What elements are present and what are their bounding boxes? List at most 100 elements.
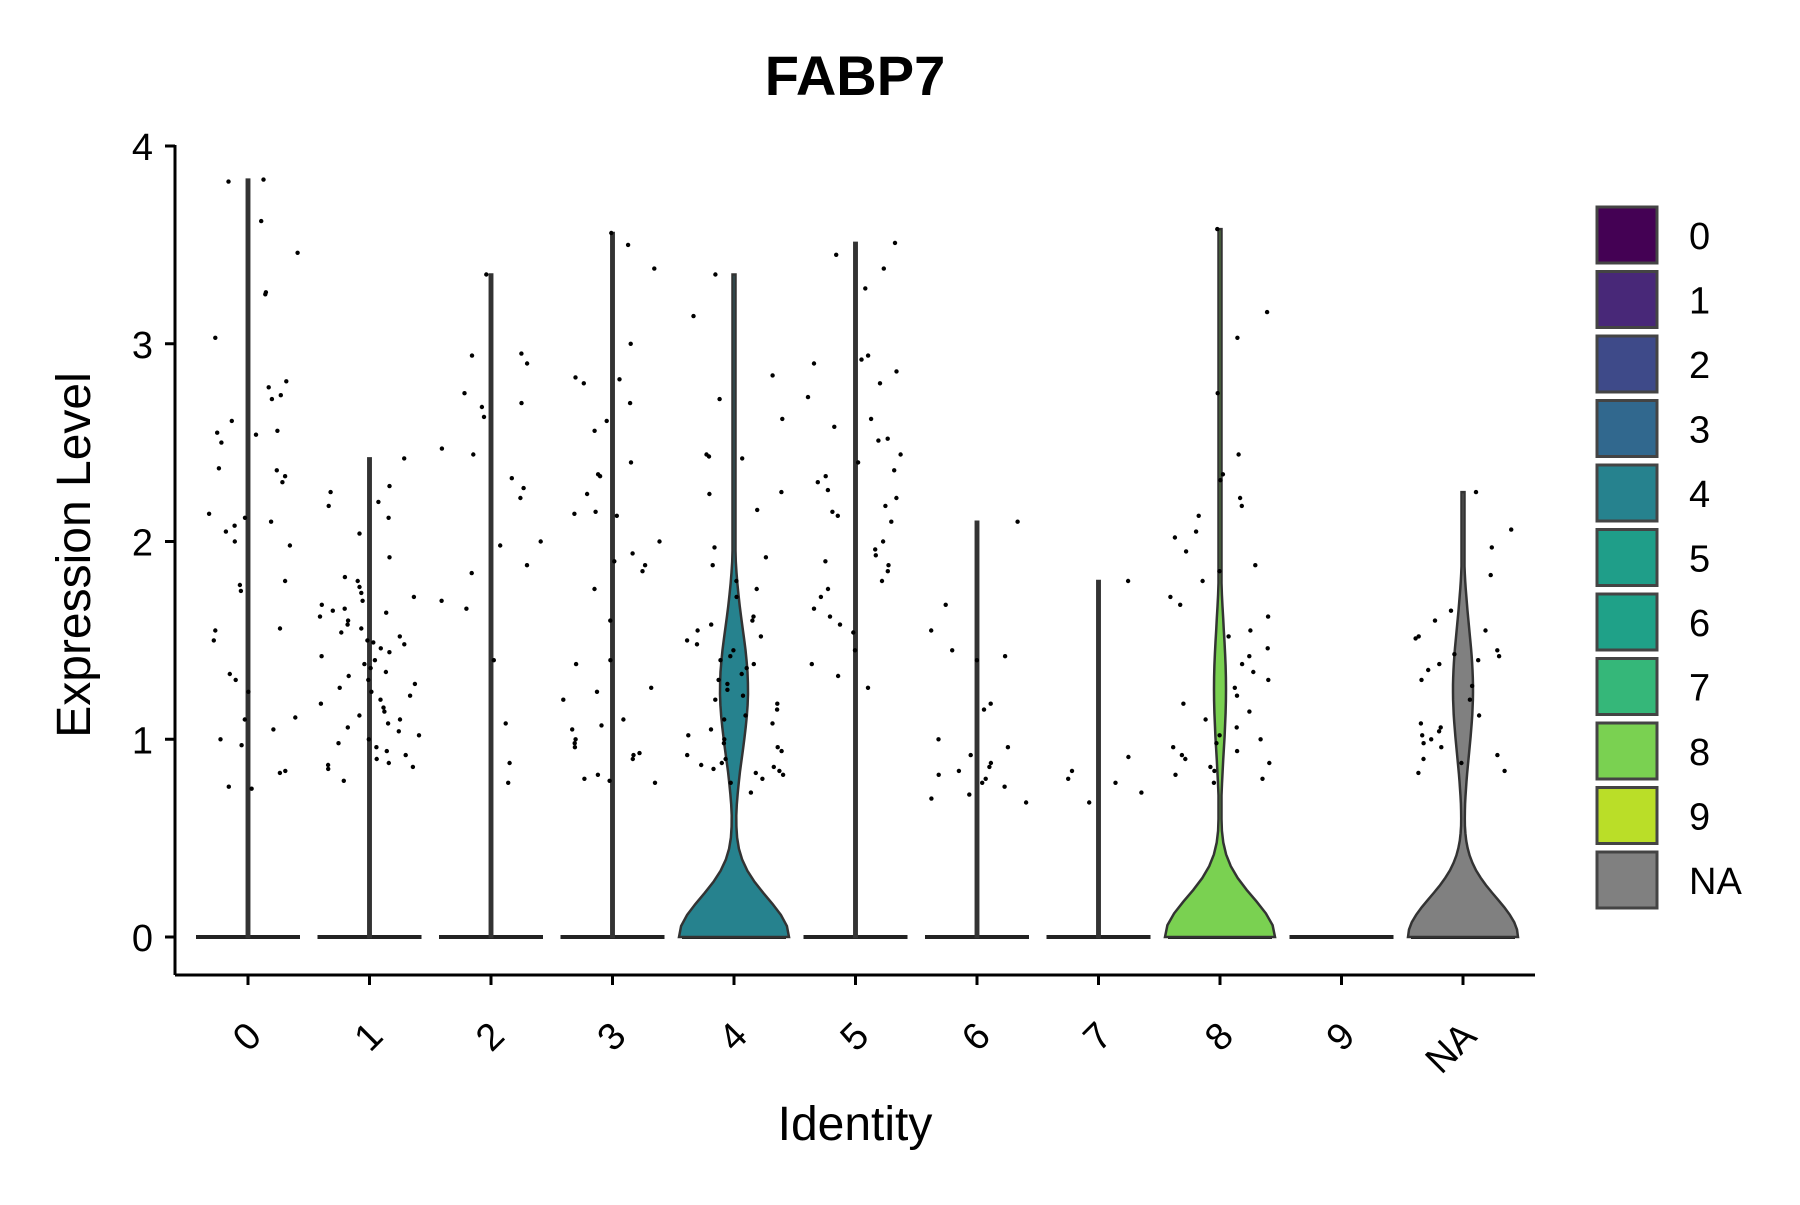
data-point [336, 741, 341, 746]
data-point [837, 622, 843, 627]
data-point [830, 509, 835, 514]
data-point [572, 745, 578, 750]
data-point [570, 727, 575, 732]
x-tick-label: 9 [1319, 1015, 1364, 1060]
data-point [751, 614, 756, 619]
data-point [763, 555, 769, 560]
legend-label-9: 9 [1689, 797, 1710, 839]
data-point [592, 428, 597, 433]
y-tick-label: 0 [132, 918, 153, 960]
data-point [775, 745, 780, 750]
data-point [366, 737, 371, 742]
data-point [1196, 513, 1201, 518]
data-point [811, 606, 817, 611]
data-point [640, 569, 645, 574]
data-point [381, 705, 386, 710]
data-point [1181, 701, 1186, 706]
data-point [1179, 752, 1185, 758]
data-point [780, 416, 785, 422]
data-point [1218, 478, 1223, 483]
data-point [1212, 768, 1217, 774]
y-tick-label: 4 [132, 127, 153, 169]
data-point [739, 671, 744, 677]
data-point [371, 640, 376, 645]
data-point [524, 361, 530, 366]
data-point [1171, 745, 1176, 750]
violin-group-4 [677, 272, 791, 939]
data-point [684, 638, 690, 643]
data-point [573, 737, 578, 742]
data-point [582, 776, 587, 781]
data-point [1420, 733, 1425, 738]
data-point [1002, 784, 1007, 789]
data-point [355, 578, 360, 584]
data-point [956, 768, 962, 774]
data-point [223, 529, 229, 534]
data-point [215, 430, 220, 435]
data-point [1438, 725, 1443, 730]
violin-shape [677, 273, 791, 939]
data-point [1066, 776, 1071, 781]
data-point [1488, 572, 1493, 578]
data-point [1173, 772, 1178, 777]
data-point [211, 638, 216, 643]
data-point [827, 614, 833, 619]
data-point [883, 503, 888, 509]
data-point [859, 357, 864, 362]
data-point [1220, 472, 1226, 477]
data-point [232, 523, 237, 528]
plot-area: 0 1 2 3 4 0 1 2 3 4 5 6 7 8 9 NA [132, 127, 1535, 1082]
data-point [694, 642, 700, 647]
legend-swatch-8 [1595, 721, 1659, 781]
data-point [374, 756, 379, 762]
legend-label-3: 3 [1689, 410, 1710, 452]
data-point [213, 628, 218, 633]
data-point [319, 602, 324, 607]
data-point [593, 509, 598, 514]
data-point [943, 602, 948, 607]
legend-swatch-0 [1595, 205, 1659, 265]
data-point [342, 574, 348, 580]
data-point [721, 741, 727, 746]
data-point [1495, 752, 1500, 758]
data-point [987, 764, 992, 770]
data-point [216, 466, 222, 471]
data-point [366, 677, 371, 683]
data-point [740, 693, 746, 698]
data-point [1265, 646, 1270, 651]
data-point [368, 665, 373, 671]
data-point [889, 519, 894, 524]
data-point [879, 578, 885, 584]
data-point [880, 539, 886, 544]
data-point [295, 250, 300, 255]
y-tick-label: 3 [132, 325, 153, 367]
data-point [345, 618, 351, 623]
data-point [1172, 535, 1178, 540]
data-point [818, 594, 824, 600]
data-point [342, 606, 347, 611]
data-point [868, 416, 874, 422]
data-point [719, 760, 724, 766]
data-point [710, 563, 715, 568]
data-point [770, 721, 775, 726]
data-point [360, 598, 365, 603]
data-point [561, 697, 566, 702]
data-point [865, 685, 871, 690]
data-point [372, 658, 378, 663]
x-tick-label: 7 [1076, 1015, 1121, 1060]
data-point [1126, 754, 1131, 760]
data-point [722, 717, 727, 722]
legend-label-5: 5 [1689, 539, 1710, 581]
data-point [1183, 756, 1188, 762]
data-point [734, 594, 739, 600]
data-point [630, 756, 635, 762]
data-point [519, 351, 524, 356]
data-point [1251, 669, 1256, 675]
data-point [851, 630, 856, 635]
data-point [740, 456, 745, 461]
data-point [805, 394, 811, 400]
x-tick-label: 8 [1197, 1015, 1242, 1060]
data-point [1264, 309, 1270, 315]
data-point [608, 658, 613, 663]
data-point [469, 570, 474, 576]
